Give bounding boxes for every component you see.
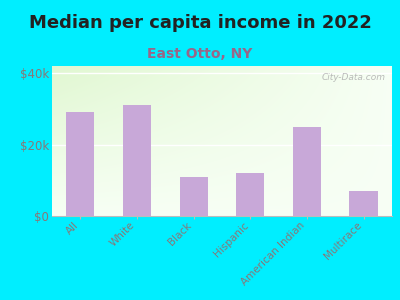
Text: East Otto, NY: East Otto, NY: [147, 47, 253, 61]
Bar: [293, 127, 321, 216]
Text: City-Data.com: City-Data.com: [321, 74, 385, 82]
Text: Median per capita income in 2022: Median per capita income in 2022: [28, 14, 372, 32]
Bar: [350, 191, 378, 216]
Bar: [123, 105, 151, 216]
Bar: [180, 177, 208, 216]
Bar: [66, 112, 94, 216]
Bar: [236, 173, 264, 216]
